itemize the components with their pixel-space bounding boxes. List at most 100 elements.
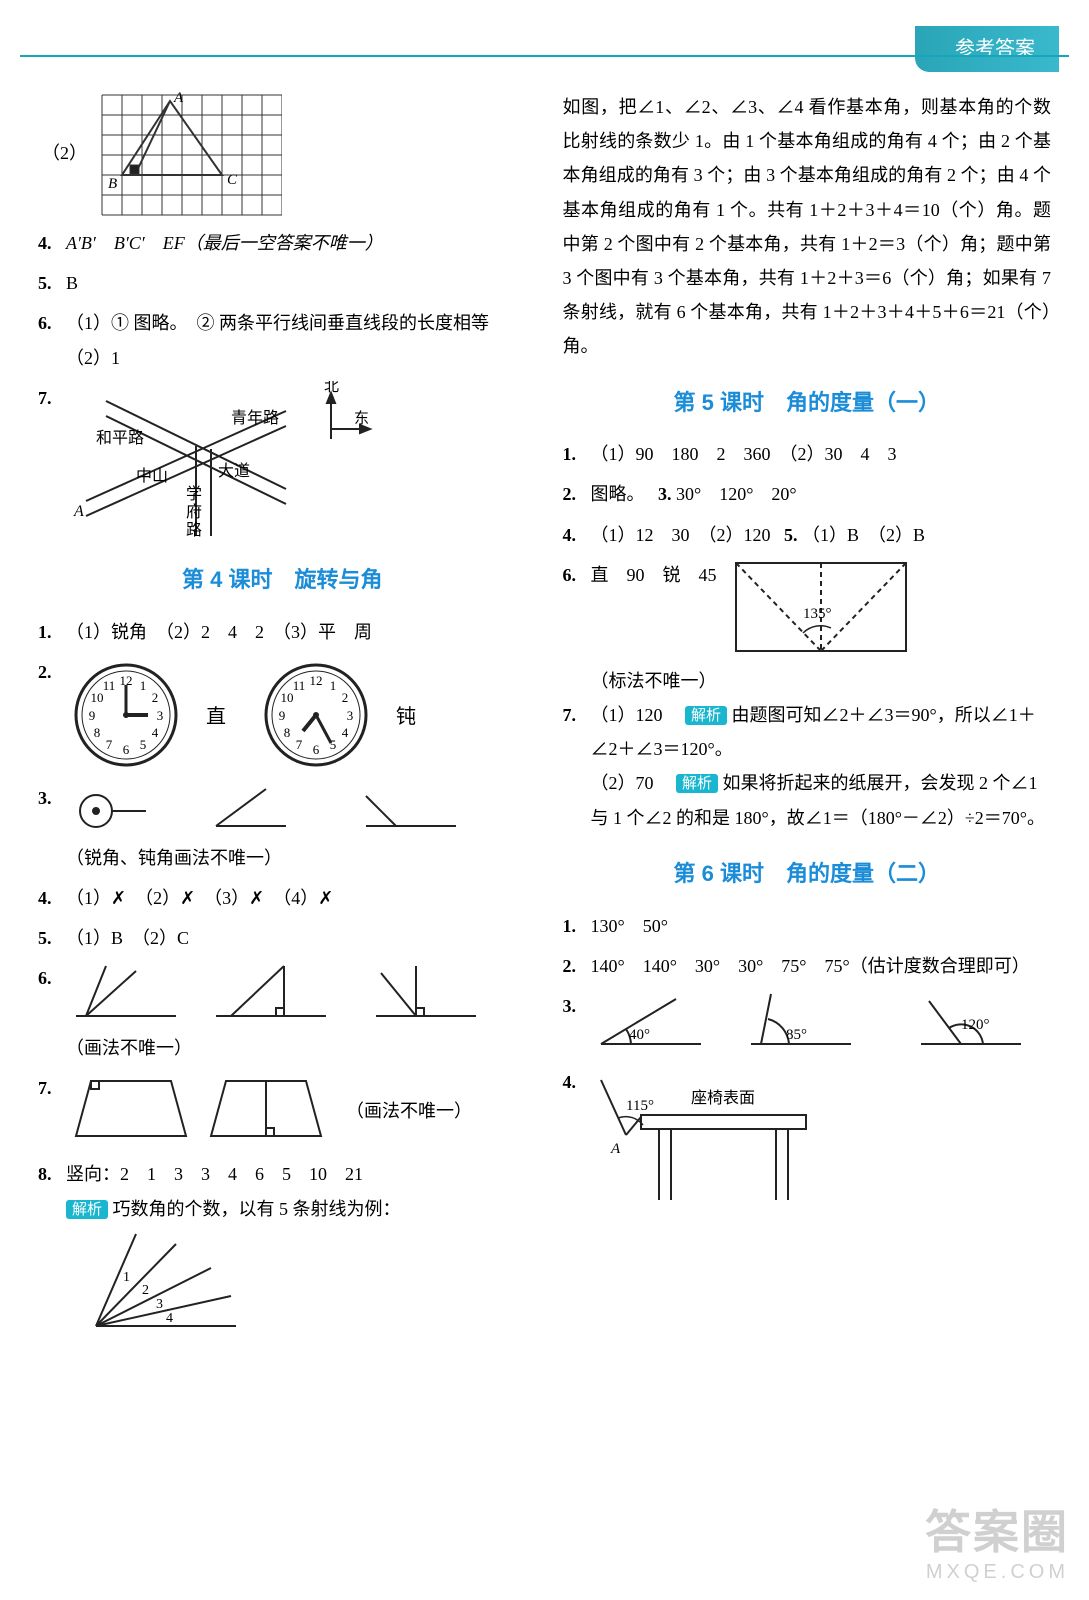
svg-text:40°: 40°: [629, 1027, 650, 1043]
s6q3-num: 3.: [563, 989, 591, 1059]
svg-text:12: 12: [310, 673, 323, 688]
s5q7-p2-pre: （2）70: [591, 773, 672, 793]
s5q6-text: 直 90 锐 45: [591, 558, 717, 658]
svg-text:85°: 85°: [786, 1027, 807, 1043]
section-4-title: 第 4 课时 旋转与角: [38, 559, 527, 601]
fan-angles-figure: 1 2 3 4: [66, 1226, 527, 1336]
svg-text:路: 路: [186, 521, 202, 539]
s4q2-num: 2.: [38, 655, 66, 775]
svg-text:东: 东: [354, 410, 369, 427]
svg-text:直: 直: [206, 705, 226, 728]
s5q4-text: （1）12 30 （2）120: [591, 525, 771, 545]
svg-text:10: 10: [281, 690, 294, 705]
svg-text:C: C: [227, 172, 238, 188]
s5q3-num: 3.: [658, 484, 672, 504]
svg-text:2: 2: [142, 1283, 149, 1298]
svg-text:大道: 大道: [218, 462, 250, 480]
s4q3-num: 3.: [38, 781, 66, 875]
s4q6-figure: （画法不唯一）: [66, 961, 527, 1065]
svg-text:9: 9: [279, 708, 286, 723]
s4q8-analysis: 巧数角的个数，以有 5 条射线为例：: [113, 1199, 401, 1219]
q5-num: 5.: [38, 266, 66, 300]
s5q6-note: （标法不唯一）: [591, 664, 1052, 698]
svg-text:1: 1: [330, 678, 337, 693]
s4q6-note: （画法不唯一）: [66, 1031, 527, 1065]
q4-text: A′B′ B′C′ EF（最后一空答案不唯一）: [66, 226, 527, 260]
s4q7-note: （画法不唯一）: [346, 1094, 472, 1128]
svg-text:3: 3: [156, 1297, 163, 1312]
svg-text:120°: 120°: [961, 1017, 990, 1033]
s4q8-text: 竖向：2 1 3 3 4 6 5 10 21: [66, 1157, 527, 1191]
clocks-figure: 1212 345 678 91011 直: [66, 655, 527, 775]
q6-num: 6.: [38, 306, 66, 374]
svg-text:6: 6: [123, 742, 130, 757]
svg-text:115°: 115°: [626, 1098, 654, 1114]
svg-text:4: 4: [152, 725, 159, 740]
svg-text:5: 5: [140, 737, 147, 752]
s5q5-num: 5.: [784, 525, 798, 545]
s6q4-figure: 座椅表面 115° A: [591, 1065, 1052, 1205]
svg-text:A: A: [610, 1141, 621, 1157]
s4q4-num: 4.: [38, 881, 66, 915]
s4q5-text: （1）B （2）C: [66, 921, 527, 955]
svg-text:11: 11: [103, 678, 116, 693]
svg-text:1: 1: [123, 1270, 130, 1285]
svg-text:9: 9: [89, 708, 96, 723]
s5q6-figure: 135°: [731, 558, 911, 658]
svg-text:2: 2: [342, 690, 349, 705]
section-6-title: 第 6 课时 角的度量（二）: [563, 853, 1052, 895]
svg-text:中山: 中山: [136, 467, 168, 485]
section-5-title: 第 5 课时 角的度量（一）: [563, 382, 1052, 424]
s5q2-text: 图略。: [591, 484, 645, 504]
s4q7-num: 7.: [38, 1071, 66, 1151]
left-column: （2） A: [38, 90, 527, 1342]
svg-text:和平路: 和平路: [96, 429, 144, 447]
s5q3-text: 30° 120° 20°: [676, 484, 797, 504]
q7-num: 7.: [38, 381, 66, 541]
svg-text:1: 1: [140, 678, 147, 693]
s6q4-num: 4.: [563, 1065, 591, 1205]
s5q7-num: 7.: [563, 698, 591, 835]
analysis-badge-2: 解析: [685, 706, 727, 725]
s5q1-num: 1.: [563, 437, 591, 471]
header-rule: [20, 55, 1069, 57]
s4q6-num: 6.: [38, 961, 66, 1065]
svg-text:8: 8: [94, 725, 101, 740]
q5-text: B: [66, 266, 527, 300]
header-tab: 参考答案: [915, 26, 1059, 72]
svg-text:A: A: [73, 503, 84, 520]
analysis-badge: 解析: [66, 1200, 108, 1219]
svg-text:钝: 钝: [396, 705, 416, 728]
svg-text:7: 7: [296, 737, 303, 752]
svg-text:3: 3: [157, 708, 164, 723]
svg-text:7: 7: [106, 737, 113, 752]
s4q7-figure: （画法不唯一）: [66, 1071, 527, 1151]
s6q2-text: 140° 140° 30° 30° 75° 75°（估计度数合理即可）: [591, 949, 1052, 983]
s5q6-num: 6.: [563, 558, 591, 658]
svg-text:B: B: [108, 176, 117, 192]
s4q4-text: （1）✗ （2）✗ （3）✗ （4）✗: [66, 881, 527, 915]
angle-sketches: （锐角、钝角画法不唯一）: [66, 781, 527, 875]
svg-text:A: A: [173, 90, 184, 106]
svg-text:3: 3: [347, 708, 354, 723]
svg-text:4: 4: [166, 1311, 173, 1326]
svg-text:135°: 135°: [803, 606, 832, 622]
svg-text:北: 北: [324, 381, 339, 395]
s4q5-num: 5.: [38, 921, 66, 955]
watermark: 答案圈 MXQE.COM: [925, 1505, 1069, 1584]
roads-figure: 和平路 青年路 中山 大道 A 学 府 路: [66, 381, 376, 541]
svg-text:青年路: 青年路: [231, 409, 279, 427]
svg-text:11: 11: [293, 678, 306, 693]
s5q7-p1-pre: （1）120: [591, 705, 681, 725]
s5q5-text: （1）B （2）B: [802, 525, 925, 545]
svg-text:10: 10: [91, 690, 104, 705]
watermark-big: 答案圈: [925, 1505, 1069, 1560]
s6q3-figure: 40° 85° 120°: [591, 989, 1052, 1059]
s5q2-num: 2.: [563, 477, 591, 511]
s4q1-text: （1）锐角 （2）2 4 2 （3）平 周: [66, 615, 527, 649]
svg-text:2: 2: [152, 690, 159, 705]
q6-p2: （2）1: [66, 341, 527, 375]
q-label-2: （2）: [42, 143, 87, 163]
grid-figure: A B C: [92, 90, 282, 220]
s4q8-num: 8.: [38, 1157, 66, 1335]
